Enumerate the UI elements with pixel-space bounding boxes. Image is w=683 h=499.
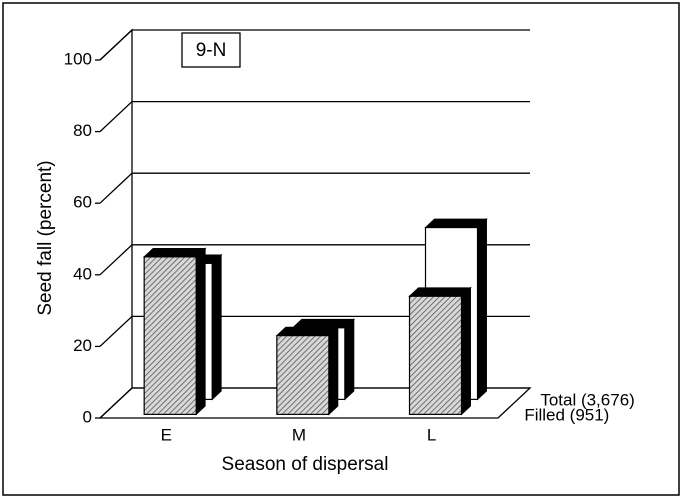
bar-side <box>461 286 471 416</box>
bar-face <box>143 256 197 416</box>
annotation-box <box>181 32 241 68</box>
annotation: 9-N <box>196 40 227 61</box>
x-axis-label: Season of dispersal <box>222 454 389 475</box>
grid-line <box>99 172 530 204</box>
bar-side <box>211 253 222 401</box>
x-tick-label: M <box>292 425 306 444</box>
bar <box>275 326 340 416</box>
x-tick-label: L <box>427 425 436 444</box>
y-tick-label: 20 <box>73 336 92 355</box>
y-axis-label: Seed fall (percent) <box>35 160 56 315</box>
grid-line <box>99 315 530 347</box>
legend-label: Total (3,676) <box>540 391 635 410</box>
bar-face <box>408 295 463 416</box>
bar-side <box>477 218 487 401</box>
y-tick-label: 80 <box>73 121 92 140</box>
bar-top <box>275 326 340 337</box>
bar-side <box>328 326 339 416</box>
bar-top <box>424 218 488 229</box>
bar-top <box>142 247 207 258</box>
bar-top <box>408 287 472 297</box>
grid-line <box>99 244 530 276</box>
grid-line <box>99 100 530 133</box>
x-tick-label: E <box>161 425 172 444</box>
legend-label: Filled (951) <box>524 406 609 425</box>
bar-face <box>276 335 330 416</box>
bar-side <box>344 318 355 401</box>
bar-side <box>195 247 206 416</box>
grid-line <box>99 387 530 419</box>
bar <box>142 247 207 416</box>
y-tick-label: 0 <box>83 407 92 426</box>
y-tick-label: 100 <box>64 49 92 68</box>
bar-top <box>291 318 356 329</box>
y-tick-label: 40 <box>73 264 92 283</box>
y-tick-label: 60 <box>73 193 92 212</box>
bar <box>408 286 472 416</box>
grid-line <box>99 29 530 61</box>
